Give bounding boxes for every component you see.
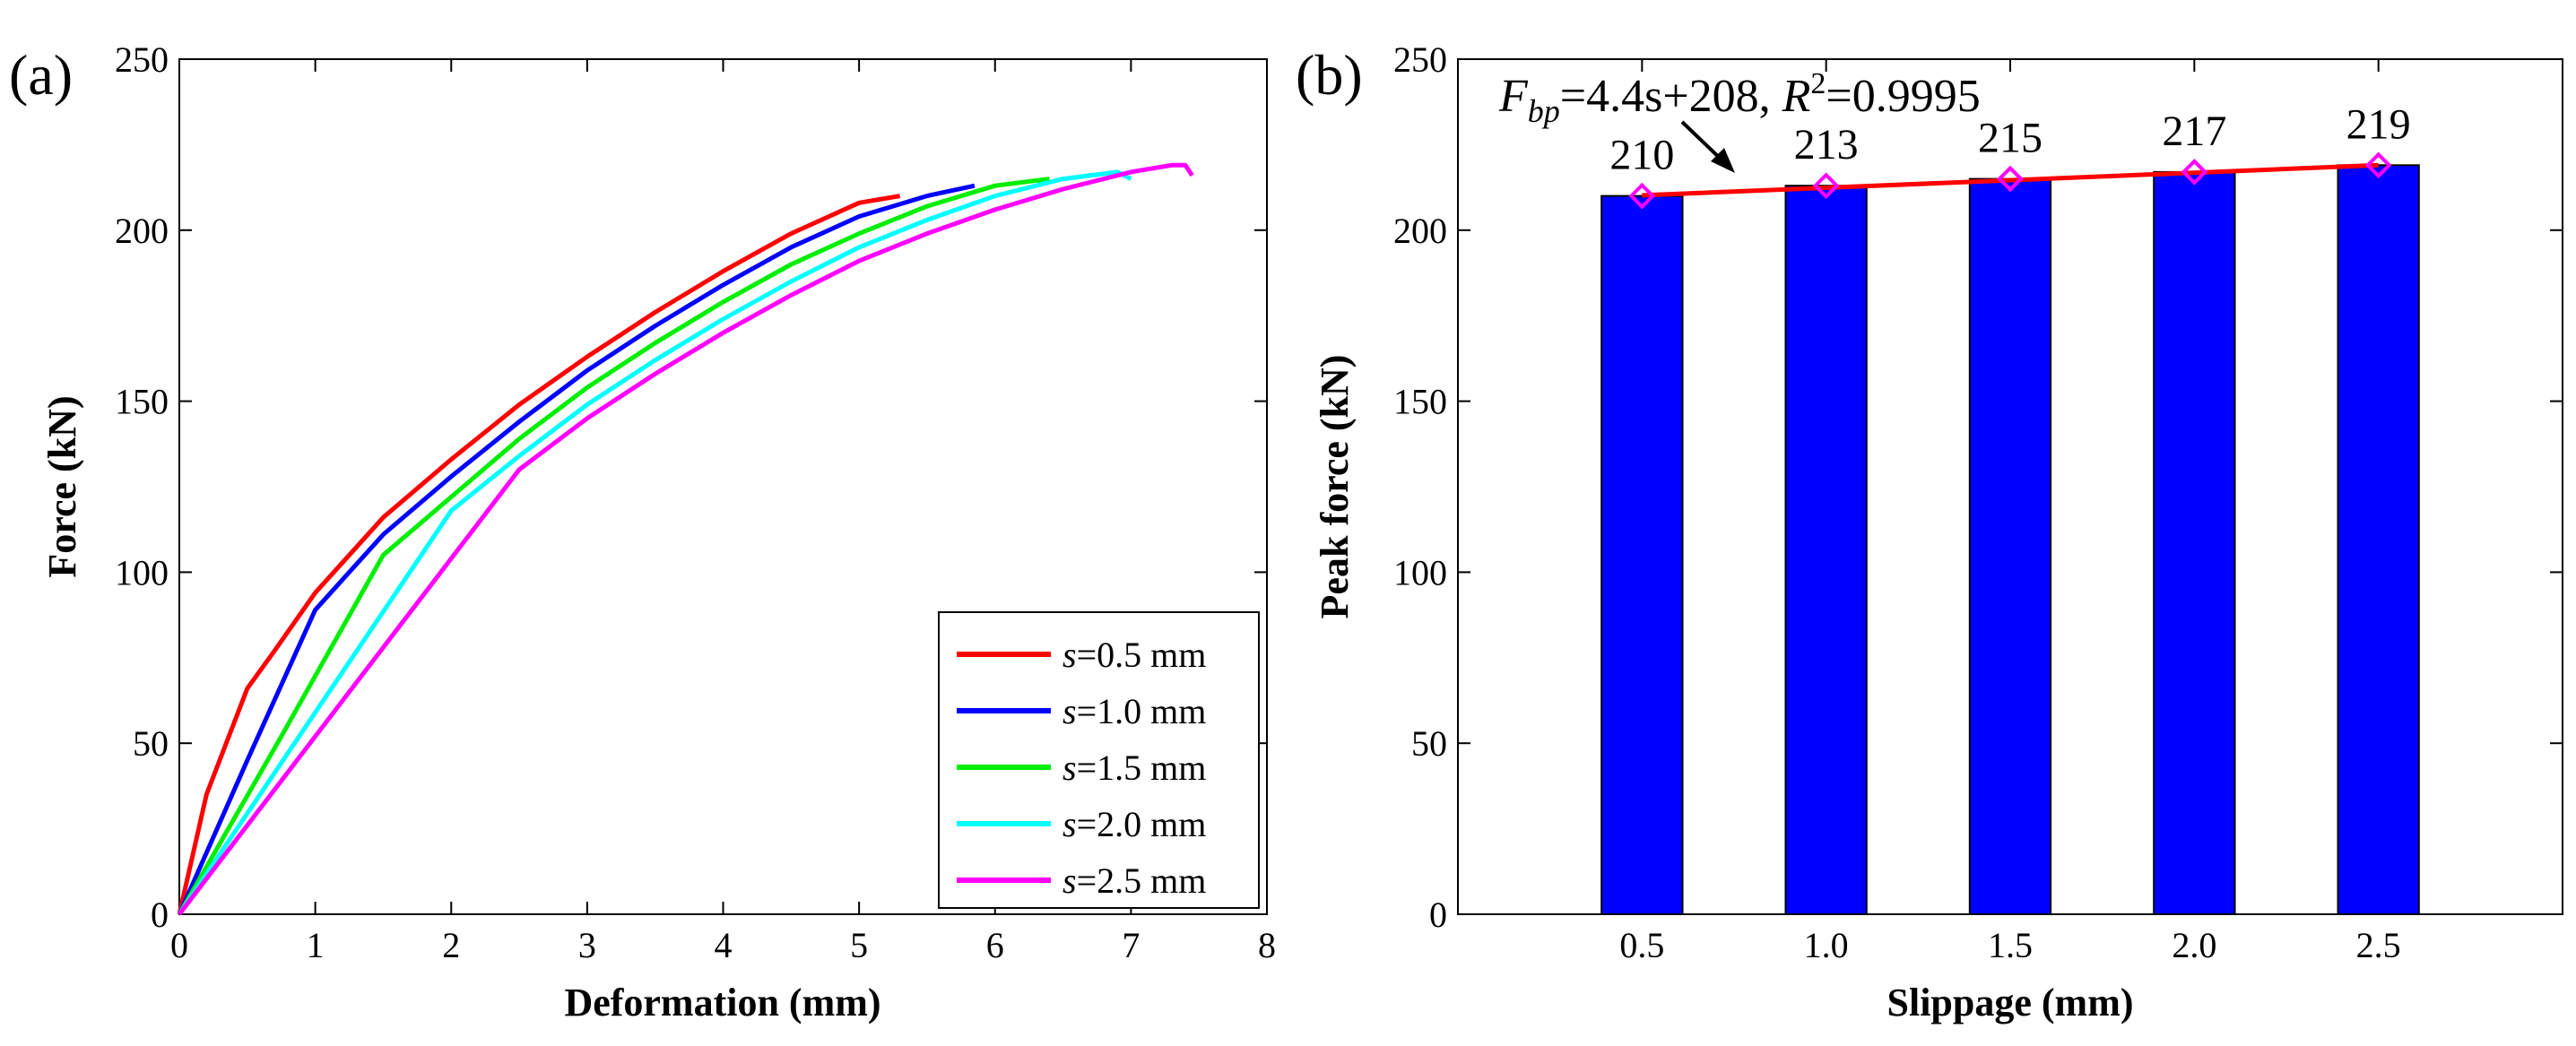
x-tick-label: 6 [986,925,1004,965]
fit-eq-tail: =0.9995 [1826,71,1980,122]
y-tick-label: 0 [1429,895,1447,935]
series-line-1 [177,194,901,915]
bar-value-label: 210 [1609,132,1674,179]
fit-eq-sub: bp [1528,93,1560,129]
fit-equation: Fbp=4.4s+208, R2=0.9995 [1498,67,1981,129]
legend-entry-1: s=0.5 mm [1062,635,1206,675]
panel-a: (a) 0 1 2 3 4 5 6 7 8 0 50 100 150 200 250 Deformation… [9,39,1276,1024]
panel-b-label: (b) [1296,43,1363,107]
y-tick-label: 150 [1393,382,1447,422]
legend-entry-4: s=2.0 mm [1062,804,1206,844]
fit-marker-1 [1628,182,1656,210]
category-label: 2.0 [2172,925,2216,965]
panel-a-label: (a) [9,43,73,107]
y-tick-label: 50 [133,723,169,764]
legend-box [938,611,1260,909]
bar-4 [2153,170,2236,915]
panel-a-legend: s=0.5 mm s=1.0 mm s=1.5 mm s=2.0 mm s=2.5 mm [938,611,1260,909]
x-tick-label: 4 [715,925,733,965]
panel-b-y-axis-label: Peak force (kN) [1313,355,1357,619]
series-line-3 [177,177,1050,916]
bar-value-label: 213 [1794,121,1859,169]
y-tick-label: 0 [151,895,169,935]
x-tick-label: 5 [850,925,868,965]
y-tick-label: 100 [115,552,169,592]
fit-eq-sup: 2 [1810,67,1826,100]
panel-b-bars: 210 213 215 217 219 [1600,100,2420,916]
panel-b-fit [1628,151,2392,210]
y-tick-label: 200 [115,211,169,251]
y-tick-label: 50 [1411,723,1447,764]
fit-marker-3 [1997,165,2024,193]
y-tick-label: 100 [1393,552,1447,592]
category-label: 1.0 [1804,925,1849,965]
panel-a-x-axis-label: Deformation (mm) [564,981,880,1024]
panel-a-axes: 0 1 2 3 4 5 6 7 8 0 50 100 150 200 250 [115,39,1276,965]
category-label: 2.5 [2356,925,2401,965]
panel-b-x-axis-label: Slippage (mm) [1887,981,2134,1024]
bar-2 [1784,185,1868,915]
x-tick-label: 8 [1258,925,1276,965]
x-tick-label: 1 [307,925,325,965]
bar-1 [1600,195,1684,916]
legend-entry-2: s=1.0 mm [1062,691,1206,731]
series-line-2 [177,183,976,916]
y-tick-label: 250 [115,39,169,80]
bar-5 [2337,164,2420,916]
bar-value-label: 215 [1978,115,2043,162]
y-tick-label: 200 [1393,211,1447,251]
bar-3 [1968,177,2052,916]
panel-a-series [177,162,1194,916]
fit-equation-arrow [1680,120,1735,173]
fit-eq-r: R [1782,71,1811,122]
y-tick-label: 150 [115,382,169,422]
fit-marker-2 [1812,172,1840,200]
series-line-4 [177,169,1132,916]
x-tick-label: 0 [170,925,188,965]
category-label: 0.5 [1619,925,1664,965]
panel-a-y-axis-label: Force (kN) [40,395,84,577]
y-tick-label: 250 [1393,39,1447,80]
fit-eq-f: F [1498,71,1529,122]
x-tick-label: 7 [1122,925,1140,965]
fit-eq-mid: =4.4s+208, [1560,71,1782,122]
fit-marker-5 [2364,151,2392,179]
x-tick-label: 3 [578,925,596,965]
series-line-5 [178,162,1194,916]
bar-value-label: 219 [2346,100,2411,148]
bar-value-label: 217 [2162,108,2226,155]
fit-marker-4 [2181,159,2208,186]
category-label: 1.5 [1988,925,2033,965]
x-tick-label: 2 [442,925,460,965]
legend-entry-5: s=2.5 mm [1062,860,1206,901]
legend-entry-3: s=1.5 mm [1062,748,1206,788]
fit-line [1642,162,2379,198]
